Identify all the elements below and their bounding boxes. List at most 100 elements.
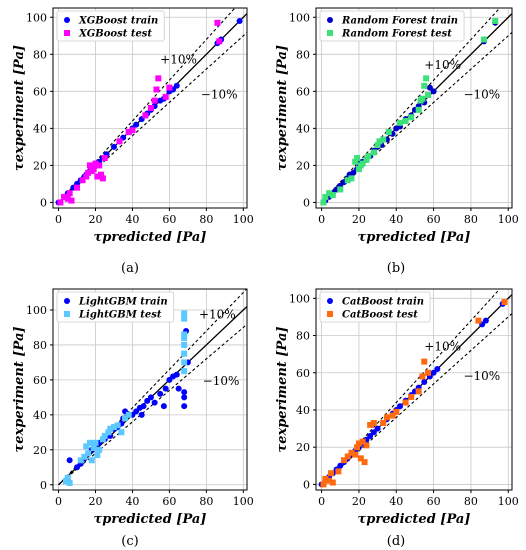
data-point-square (79, 177, 86, 184)
data-point-circle (138, 411, 145, 418)
data-point-square (77, 457, 84, 464)
data-point-square (348, 175, 355, 182)
data-point-square (389, 412, 396, 419)
data-point-square (354, 155, 361, 161)
data-point-square (98, 171, 105, 178)
data-point-square (99, 175, 106, 182)
data-point-square (423, 75, 430, 82)
y-tick-label: 100 (26, 304, 47, 317)
data-point-square (90, 445, 97, 452)
data-point-circle (181, 394, 188, 401)
y-tick-label: 0 (303, 196, 310, 209)
data-point-square (181, 368, 188, 375)
panel-caption: (b) (387, 261, 405, 276)
data-point-square (408, 393, 415, 400)
minus-10-label: −10% (201, 88, 238, 102)
plus-10-label: +10% (199, 308, 236, 322)
y-axis-label: τexperiment [Pa] (275, 45, 290, 171)
legend-label: CatBoost train (342, 297, 424, 308)
panel-caption: (c) (121, 534, 138, 549)
y-tick-label: 80 (33, 48, 47, 61)
plus-10-label: +10% (160, 53, 197, 67)
data-point-square (475, 317, 482, 324)
x-tick-label: 40 (125, 495, 139, 508)
data-point-square (85, 169, 92, 176)
data-point-circle (426, 84, 433, 91)
x-tick-label: 60 (162, 213, 176, 226)
legend-marker-square (327, 311, 333, 317)
data-point-square (181, 315, 188, 322)
data-point-circle (337, 462, 344, 469)
data-point-square (361, 459, 368, 466)
minus-10-line (321, 32, 512, 203)
x-tick-label: 20 (352, 495, 366, 508)
data-point-circle (430, 88, 437, 95)
data-point-square (105, 429, 112, 436)
x-tick-label: 100 (233, 495, 254, 508)
data-point-square (181, 359, 188, 366)
legend-label: Random Forest test (341, 29, 452, 40)
data-point-square (363, 156, 370, 163)
y-tick-label: 40 (33, 122, 47, 135)
data-point-square (92, 160, 99, 167)
data-point-square (348, 449, 355, 456)
legend-box (56, 291, 175, 323)
data-point-square (393, 408, 400, 415)
x-tick-label: 80 (464, 495, 478, 508)
chart-panel-3: 0 20 40 60 80 100 0 20 40 60 80 100 τpredicted [Pa] τ… (12, 288, 254, 549)
data-point-square (107, 425, 114, 432)
x-tick-label: 100 (498, 213, 519, 226)
x-tick-label: 60 (162, 495, 176, 508)
data-point-square (501, 299, 508, 306)
x-tick-label: 60 (427, 213, 441, 226)
data-point-square (374, 142, 381, 149)
data-point-square (419, 373, 426, 380)
data-point-square (83, 443, 90, 450)
data-point-square (64, 474, 71, 481)
data-point-square (125, 411, 132, 418)
data-point-circle (133, 121, 140, 128)
data-point-circle (397, 403, 403, 410)
data-point-square (62, 478, 69, 485)
y-tick-label: 100 (289, 11, 310, 24)
data-point-square (64, 195, 71, 202)
data-point-square (216, 38, 223, 45)
data-point-square (326, 477, 333, 484)
minus-10-label: −10% (203, 374, 240, 388)
data-point-square (322, 193, 329, 200)
data-point-square (214, 19, 221, 26)
data-point-square (327, 470, 334, 477)
data-point-square (370, 420, 377, 426)
plus-10-label: +10% (424, 339, 461, 353)
data-point-square (352, 451, 359, 458)
data-point-circle (147, 394, 154, 401)
data-point-square (153, 86, 160, 93)
data-point-square (335, 468, 342, 475)
data-point-square (425, 92, 431, 99)
data-point-square (421, 358, 428, 365)
x-tick-label: 0 (318, 213, 325, 226)
data-point-square (155, 75, 162, 82)
x-tick-label: 40 (389, 495, 403, 508)
legend-label: CatBoost test (342, 310, 418, 321)
chart-panel-4: 0 20 40 60 80 100 0 20 40 60 80 100 τpredicted [Pa] τ… (275, 288, 519, 549)
data-point-square (320, 199, 327, 206)
data-point-circle (482, 317, 489, 324)
y-tick-label: 0 (303, 478, 310, 491)
y-tick-label: 40 (296, 404, 310, 417)
data-point-square (355, 440, 362, 447)
data-point-circle (430, 369, 437, 376)
data-point-circle (367, 433, 374, 440)
panel-caption: (d) (387, 534, 405, 549)
data-point-square (320, 481, 327, 488)
data-point-circle (374, 425, 381, 432)
x-tick-label: 80 (199, 213, 213, 226)
data-point-square (110, 424, 117, 431)
data-point-square (344, 453, 351, 460)
data-point-square (419, 95, 426, 102)
data-point-square (359, 438, 366, 445)
data-point-square (181, 341, 188, 348)
plot-frame (52, 288, 248, 491)
data-point-square (402, 117, 409, 124)
x-axis-label: τpredicted [Pa] (94, 230, 207, 245)
